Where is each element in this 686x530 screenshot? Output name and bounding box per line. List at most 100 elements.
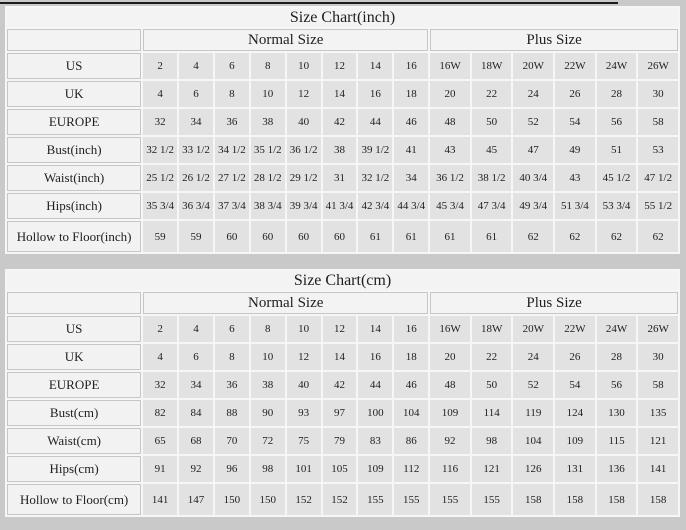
- row-label: Waist(inch): [7, 165, 142, 191]
- size-cell: 22: [471, 81, 512, 107]
- size-cell: 8: [214, 344, 249, 370]
- size-cell: 47 1/2: [638, 165, 678, 191]
- size-cell: 8: [214, 81, 249, 107]
- size-cell: 46: [394, 372, 429, 398]
- size-cell: 42: [322, 109, 357, 135]
- size-cell: 82: [143, 400, 178, 426]
- size-cell: 6: [214, 316, 249, 342]
- size-cell: 24W: [596, 53, 637, 79]
- size-cell: 22: [471, 344, 512, 370]
- size-cell: 14: [322, 344, 357, 370]
- size-cell: 119: [513, 400, 554, 426]
- size-chart-cm-section: Size Chart(cm) Normal Size Plus Size US 2…: [5, 254, 681, 517]
- size-cell: 26W: [638, 316, 678, 342]
- size-cell: 32 1/2: [358, 165, 393, 191]
- size-cell: 152: [322, 484, 357, 515]
- size-cell: 155: [394, 484, 429, 515]
- size-cell: 45: [471, 137, 512, 163]
- size-cell: 150: [214, 484, 249, 515]
- size-cell: 24: [513, 344, 554, 370]
- row-label: Hollow to Floor(cm): [7, 484, 142, 515]
- row-label: Waist(cm): [7, 428, 142, 454]
- size-cell: 16W: [430, 53, 470, 79]
- table-title: Size Chart(cm): [7, 271, 678, 290]
- table-row: Bust(inch) 32 1/2 33 1/2 34 1/2 35 1/2 36 1/2…: [7, 137, 678, 163]
- size-cell: 50: [471, 109, 512, 135]
- size-cell: 109: [555, 428, 595, 454]
- size-cell: 43: [430, 137, 470, 163]
- size-cell: 52: [513, 109, 554, 135]
- size-cell: 39 1/2: [358, 137, 393, 163]
- size-cell: 20: [430, 344, 470, 370]
- size-cell: 26 1/2: [179, 165, 213, 191]
- size-cell: 44: [358, 372, 393, 398]
- group-header-normal-size: Normal Size: [143, 292, 429, 314]
- size-cell: 40: [286, 372, 321, 398]
- size-cell: 30: [638, 81, 678, 107]
- size-cell: 112: [394, 456, 429, 482]
- size-cell: 46: [394, 109, 429, 135]
- table-row: UK 4 6 8 10 12 14 16 18 20 22 24 26 28 30: [7, 81, 678, 107]
- size-cell: 48: [430, 109, 470, 135]
- size-cell: 16: [394, 53, 429, 79]
- size-cell: 37 3/4: [214, 193, 249, 219]
- size-cell: 26: [555, 81, 595, 107]
- size-cell: 10: [286, 316, 321, 342]
- size-cell: 38: [250, 109, 285, 135]
- size-cell: 92: [430, 428, 470, 454]
- size-cell: 68: [179, 428, 213, 454]
- size-cell: 60: [286, 221, 321, 252]
- size-cell: 83: [358, 428, 393, 454]
- size-cell: 101: [286, 456, 321, 482]
- size-cell: 104: [394, 400, 429, 426]
- title-row: Size Chart(cm): [7, 271, 678, 290]
- size-cell: 32: [143, 372, 178, 398]
- size-cell: 45 1/2: [596, 165, 637, 191]
- size-cell: 33 1/2: [179, 137, 213, 163]
- size-cell: 28: [596, 344, 637, 370]
- size-cell: 4: [143, 81, 178, 107]
- size-cell: 51 3/4: [555, 193, 595, 219]
- table-row: Hips(cm) 91 92 96 98 101 105 109 112 116 121 126 131…: [7, 456, 678, 482]
- size-cell: 48: [430, 372, 470, 398]
- size-cell: 44 3/4: [394, 193, 429, 219]
- size-cell: 27 1/2: [214, 165, 249, 191]
- size-cell: 158: [638, 484, 678, 515]
- size-cell: 62: [555, 221, 595, 252]
- size-cell: 22W: [555, 53, 595, 79]
- size-cell: 121: [638, 428, 678, 454]
- size-cell: 14: [358, 53, 393, 79]
- size-cell: 28 1/2: [250, 165, 285, 191]
- size-cell: 147: [179, 484, 213, 515]
- size-cell: 20W: [513, 316, 554, 342]
- size-cell: 35 3/4: [143, 193, 178, 219]
- size-cell: 93: [286, 400, 321, 426]
- size-cell: 97: [322, 400, 357, 426]
- size-cell: 56: [596, 372, 637, 398]
- size-cell: 41: [394, 137, 429, 163]
- size-cell: 47 3/4: [471, 193, 512, 219]
- size-cell: 96: [214, 456, 249, 482]
- size-cell: 61: [358, 221, 393, 252]
- size-cell: 36: [214, 109, 249, 135]
- size-cell: 62: [638, 221, 678, 252]
- row-label: EUROPE: [7, 109, 142, 135]
- table-row: US 2 4 6 8 10 12 14 16 16W 18W 20W 22W 24W 26W: [7, 316, 678, 342]
- table-body: US 2 4 6 8 10 12 14 16 16W 18W 20W 22W 24W 26W UK 4 6 8 10 1…: [7, 53, 678, 252]
- size-cell: 20: [430, 81, 470, 107]
- size-cell: 12: [322, 53, 357, 79]
- size-cell: 16W: [430, 316, 470, 342]
- table-row: EUROPE 32 34 36 38 40 42 44 46 48 50 52 54 56 58: [7, 109, 678, 135]
- size-cell: 22W: [555, 316, 595, 342]
- size-cell: 18W: [471, 316, 512, 342]
- size-cell: 79: [322, 428, 357, 454]
- size-cell: 35 1/2: [250, 137, 285, 163]
- size-cell: 49 3/4: [513, 193, 554, 219]
- size-cell: 12: [286, 344, 321, 370]
- size-chart-cm-table: Size Chart(cm) Normal Size Plus Size US 2…: [5, 269, 680, 517]
- size-cell: 34 1/2: [214, 137, 249, 163]
- size-cell: 62: [596, 221, 637, 252]
- row-label: Hollow to Floor(inch): [7, 221, 142, 252]
- size-cell: 158: [555, 484, 595, 515]
- size-cell: 36 1/2: [286, 137, 321, 163]
